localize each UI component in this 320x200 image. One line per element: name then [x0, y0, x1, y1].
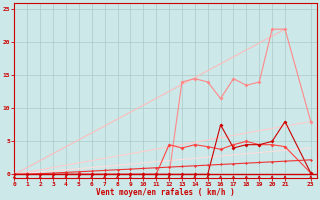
X-axis label: Vent moyen/en rafales ( km/h ): Vent moyen/en rafales ( km/h )	[96, 188, 235, 197]
